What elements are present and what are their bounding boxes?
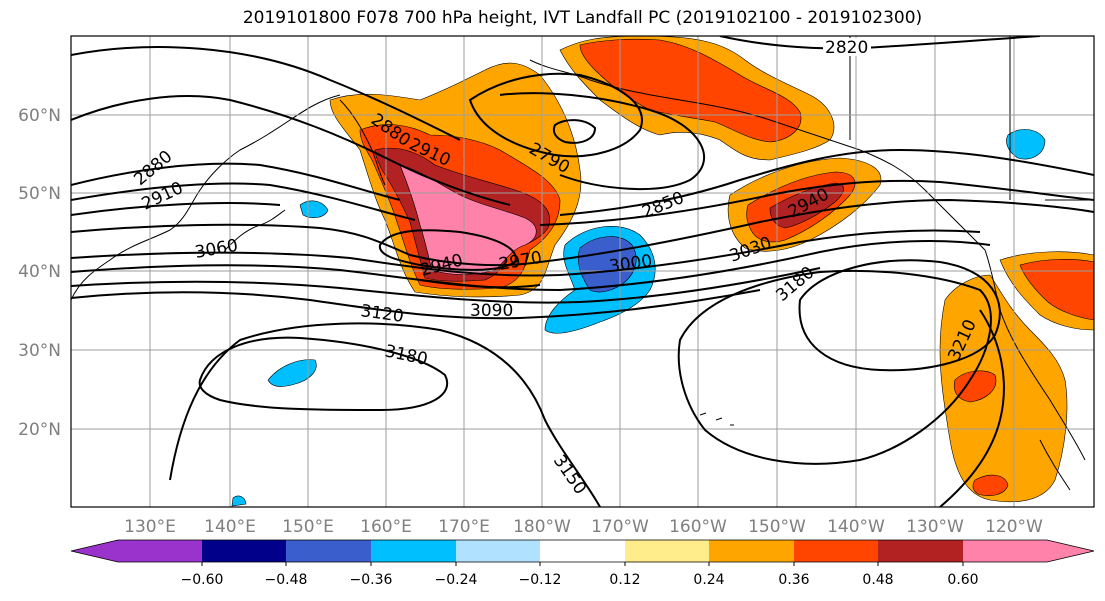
contour-label-3090: 3090: [470, 301, 513, 321]
colorbar-tick-label: 0.36: [778, 572, 809, 588]
contour-3150: [169, 322, 601, 507]
colorbar-tick-label: 0.24: [693, 572, 724, 588]
contour-arctic-inner: [552, 119, 597, 144]
colorbar-bin-orange: [709, 540, 794, 562]
lon-label-160e: 160°E: [360, 517, 412, 537]
lat-label-50n: 50°N: [18, 184, 61, 204]
lat-label-60n: 60°N: [18, 106, 61, 126]
contour-3150-south: [939, 309, 1005, 507]
plume-west-pink: [399, 164, 537, 275]
map-panel: 2820 2880 2910 2790 2880 2910 2850 2940 …: [71, 36, 1094, 507]
colorbar-bin-lightblue: [456, 540, 540, 562]
height-contours: [71, 36, 1094, 507]
lon-label-150w: 150°W: [748, 517, 806, 537]
lon-label-150e: 150°E: [282, 517, 334, 537]
plume-interior-red: [1019, 259, 1094, 321]
contour-2940: [71, 198, 1094, 267]
lon-label-170w: 170°W: [591, 517, 649, 537]
hawaii-islands: [699, 412, 734, 426]
neg-small-cyan3: [1006, 129, 1046, 160]
contour-2790: [499, 92, 706, 191]
colorbar-bin-blue: [286, 540, 371, 562]
contour-3180-east: [798, 259, 1001, 372]
contour-3090: [71, 267, 821, 304]
lat-label-40n: 40°N: [18, 262, 61, 282]
colorbar-extend-high: [1047, 540, 1094, 562]
contour-2880: [71, 179, 1094, 226]
lon-label-160w: 160°W: [669, 517, 727, 537]
lat-label-30n: 30°N: [18, 341, 61, 361]
colorbar: −0.60 −0.48 −0.36 −0.24 −0.12 0.12 0.24 …: [70, 539, 1095, 588]
lat-labels: 60°N 50°N 40°N 30°N 20°N: [18, 106, 61, 440]
colorbar-tick-label: −0.48: [265, 572, 308, 588]
lon-label-130e: 130°E: [124, 517, 176, 537]
lon-label-180w: 180°W: [513, 517, 571, 537]
colorbar-tick-label: 0.48: [862, 572, 893, 588]
contour-label-2820: 2820: [825, 38, 868, 58]
colorbar-bin-pink: [963, 540, 1047, 562]
coast-alaska: [529, 59, 986, 251]
colorbar-tick-labels: −0.60 −0.48 −0.36 −0.24 −0.12 0.12 0.24 …: [181, 572, 979, 588]
colorbar-tick-label: −0.24: [435, 572, 478, 588]
lon-label-130w: 130°W: [906, 517, 964, 537]
colorbar-tick-label: 0.12: [609, 572, 640, 588]
colorbar-bin-cyan: [371, 540, 456, 562]
colorbar-outline: [70, 539, 1095, 563]
contour-2970: [419, 279, 541, 289]
contour-3060: [71, 239, 991, 292]
contour-3120: [71, 289, 761, 320]
colorbar-bin-navy: [202, 540, 286, 562]
lon-label-170e: 170°E: [438, 517, 490, 537]
colorbar-bin-yellow: [625, 540, 709, 562]
colorbar-tick-label: −0.36: [350, 572, 393, 588]
colorbar-bin-red: [794, 540, 878, 562]
contour-north-2: [71, 95, 511, 206]
contour-3000: [71, 229, 981, 277]
contour-2910: [71, 202, 281, 216]
coast-asia: [71, 94, 341, 301]
coast-baja: [1039, 439, 1071, 491]
plume-coast-red2: [972, 474, 1009, 496]
colorbar-tick-label: −0.60: [181, 572, 224, 588]
colorbar-extend-low: [71, 540, 118, 562]
colorbar-ticks: [201, 562, 964, 566]
colorbar-tick-label: 0.60: [947, 572, 978, 588]
colorbar-bin-darkred: [878, 540, 963, 562]
contour-2850: [71, 148, 1094, 216]
contour-arctic-low: [468, 72, 643, 158]
colorbar-bin-white: [540, 540, 625, 562]
lat-label-20n: 20°N: [18, 420, 61, 440]
contour-low-inner: [378, 229, 517, 271]
map-frame: [70, 35, 1095, 508]
neg-small-cyan1: [267, 359, 317, 387]
lon-label-140w: 140°W: [827, 517, 885, 537]
coast-kamchatka: [339, 99, 386, 186]
contour-3180-west: [198, 336, 449, 412]
colorbar-bin-purple: [118, 540, 202, 562]
colorbar-tick-label: −0.12: [519, 572, 562, 588]
neg-small-cyan4: [231, 495, 247, 507]
lon-label-120w: 120°W: [985, 517, 1043, 537]
lon-label-140e: 140°E: [204, 517, 256, 537]
contour-north-1: [71, 46, 461, 141]
shading-layer: [231, 36, 1094, 507]
lon-labels: 130°E 140°E 150°E 160°E 170°E 180°W 170°…: [124, 517, 1043, 537]
map-title: 2019101800 F078 700 hPa height, IVT Land…: [242, 8, 923, 28]
contour-3210: [677, 269, 992, 465]
